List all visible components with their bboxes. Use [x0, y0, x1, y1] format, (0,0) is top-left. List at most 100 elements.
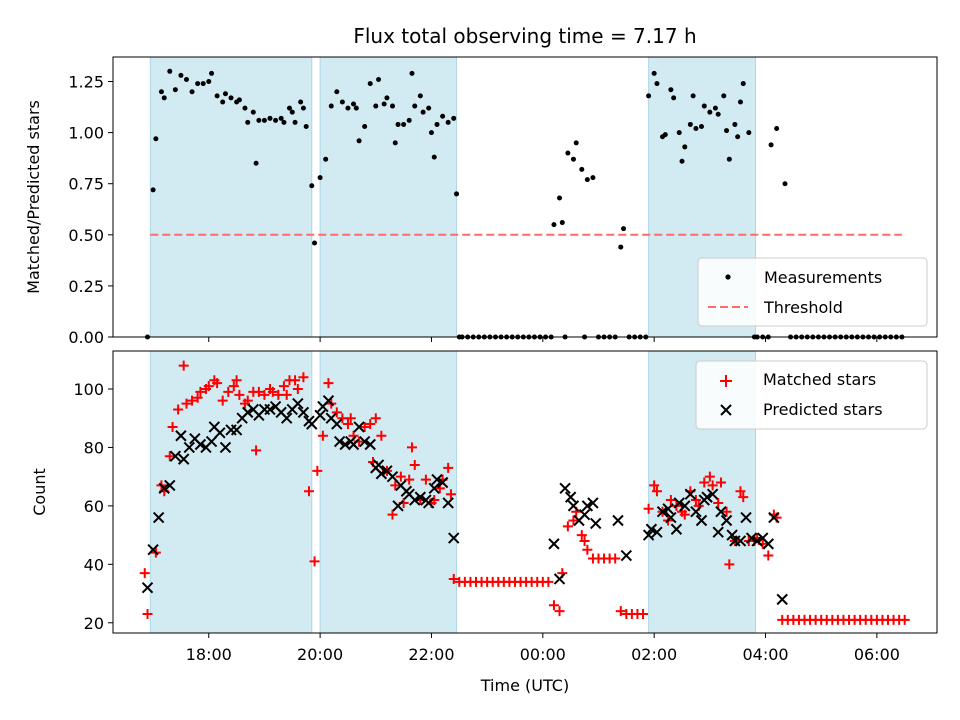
predicted-star-point [734, 535, 747, 547]
measurement-point [195, 81, 201, 87]
measurement-point [323, 156, 329, 162]
measurement-point [150, 187, 156, 193]
matched-star-point [317, 430, 328, 441]
matched-star-point [281, 389, 292, 400]
x-tick-label: 18:00 [186, 645, 232, 664]
predicted-star-point [679, 500, 691, 512]
measurement-point [715, 111, 721, 117]
matched-star-point [234, 389, 245, 400]
predicted-star-point [242, 406, 254, 419]
predicted-star-point [448, 532, 460, 544]
measurement-point [690, 93, 696, 99]
measurement-point [317, 175, 323, 181]
predicted-star-point [306, 418, 318, 430]
predicted-star-point [333, 435, 346, 448]
predicted-star-point [645, 523, 658, 535]
measurement-point [428, 130, 434, 136]
measurement-point [298, 99, 304, 105]
predicted-star-point [768, 511, 780, 524]
measurement-point [245, 119, 251, 125]
matched-star-point [253, 386, 264, 397]
matched-star-point [370, 413, 381, 424]
matched-star-point [443, 462, 454, 473]
measurement-point [253, 160, 259, 166]
predicted-star-point [194, 438, 207, 451]
count-legend: Matched stars Predicted stars [695, 360, 928, 430]
matched-star-point [359, 421, 370, 432]
predicted-star-point [347, 438, 360, 451]
measurement-point [289, 109, 295, 115]
measurement-point [559, 220, 565, 226]
matched-star-point [292, 383, 303, 394]
measurement-point [214, 93, 220, 99]
measurement-point [256, 117, 262, 123]
matched-star-point [713, 497, 724, 508]
measurement-point [651, 70, 657, 76]
predicted-star-point [701, 491, 713, 503]
measurement-point [426, 105, 432, 111]
measurement-point [200, 81, 206, 87]
matched-star-point [365, 419, 376, 430]
predicted-star-point [158, 482, 170, 495]
matched-star-point [267, 386, 278, 397]
measurement-point [178, 72, 184, 78]
predicted-star-point [414, 491, 427, 503]
measurement-point [740, 81, 746, 87]
predicted-star-point [364, 438, 376, 451]
measurement-point [273, 117, 279, 123]
matched-star-point [763, 550, 774, 561]
predicted-star-point [684, 488, 697, 500]
measurement-point [782, 181, 788, 187]
measurement-point [300, 105, 306, 111]
matched-star-point [724, 559, 735, 570]
predicted-star-point [175, 430, 187, 442]
measurement-point [261, 117, 267, 123]
measurement-point [356, 138, 362, 144]
matched-star-point [699, 477, 710, 488]
predicted-star-point [670, 523, 683, 535]
matched-star-point [212, 378, 223, 389]
observing-window [149, 350, 313, 634]
measurement-point [189, 89, 195, 95]
predicted-star-point [651, 526, 663, 538]
measurement-point [242, 105, 248, 111]
matched-legend-label: Matched stars [763, 370, 876, 389]
predicted-star-point [726, 529, 738, 541]
matched-star-point [278, 381, 289, 392]
predicted-star-point [673, 497, 685, 509]
matched-star-point [610, 553, 621, 564]
measurement-point [292, 119, 298, 125]
measurement-point [434, 121, 440, 127]
matched-star-point [395, 471, 406, 482]
matched-star-point [448, 573, 459, 584]
matched-star-point [738, 492, 749, 503]
matched-star-point [242, 395, 253, 406]
ratio-y-tick-label: 1.00 [68, 124, 104, 143]
matched-star-point [203, 381, 214, 392]
measurement-point [732, 121, 738, 127]
ratio-panel: 0.00 0.25 0.50 0.75 1.00 1.25 Matched/Predict… [24, 56, 938, 347]
measurement-point [698, 123, 704, 129]
matched-star-point [404, 474, 415, 485]
matched-star-point [164, 451, 175, 462]
predicted-star-point [612, 514, 624, 527]
x-tick-label: 22:00 [408, 645, 454, 664]
measurement-point [707, 109, 713, 115]
measurement-point [420, 109, 426, 115]
predicted-star-point [548, 538, 560, 550]
predicted-star-point [372, 459, 385, 471]
measurement-point [389, 103, 395, 109]
count-panel-frame [112, 350, 938, 634]
count-legend-box [695, 360, 928, 430]
matched-star-point [323, 378, 334, 389]
count-data-marks [139, 360, 910, 625]
matched-star-point [181, 398, 192, 409]
predicted-star-point [662, 503, 674, 515]
matched-star-point [251, 445, 262, 456]
x-tick-label: 06:00 [854, 645, 900, 664]
measurement-point [373, 103, 379, 109]
measurement-point [412, 103, 418, 109]
predicted-star-point [578, 508, 591, 521]
measurement-point [768, 142, 774, 148]
predicted-star-point [581, 500, 594, 512]
